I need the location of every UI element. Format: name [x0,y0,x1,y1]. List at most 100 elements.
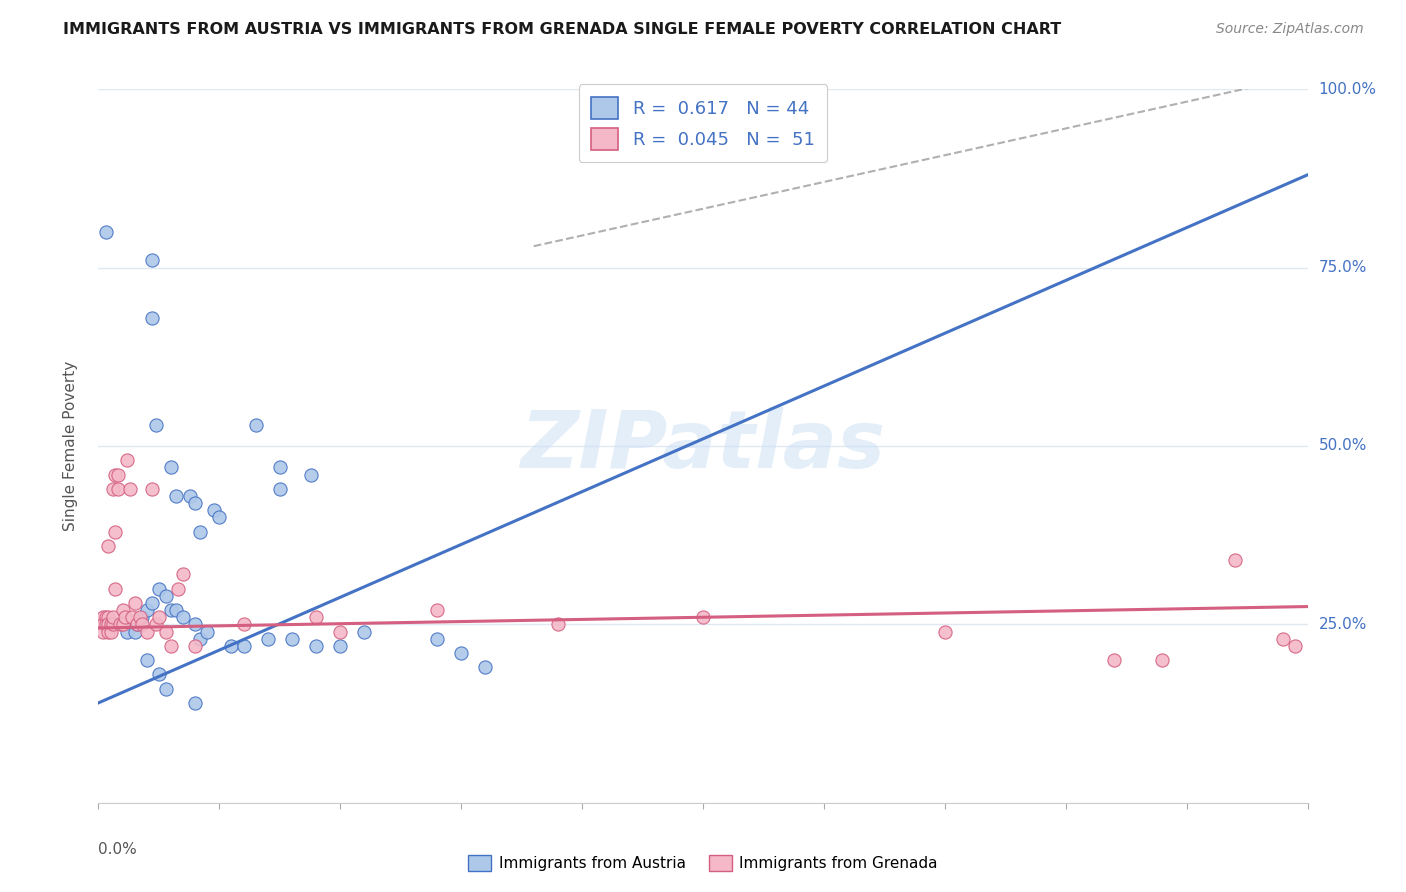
Point [107,482,129,496]
Legend: Immigrants from Austria, Immigrants from Grenada: Immigrants from Austria, Immigrants from… [463,849,943,877]
Point [111,617,134,632]
Point [91,610,114,624]
Point [145,417,167,432]
Legend: R =  0.617   N = 44, R =  0.045   N =  51: R = 0.617 N = 44, R = 0.045 N = 51 [579,84,827,162]
Point [232,639,254,653]
Point [104,582,127,596]
Point [165,603,187,617]
Point [232,617,254,632]
Point [305,639,328,653]
Point [329,624,352,639]
Point [204,503,226,517]
Point [148,610,170,624]
Point [184,696,207,710]
Y-axis label: Single Female Poverty: Single Female Poverty [63,361,77,531]
Point [305,610,328,624]
Point [167,582,190,596]
Point [135,624,157,639]
Point [94,610,117,624]
Point [299,467,322,482]
Point [127,617,149,632]
Point [101,610,124,624]
Point [426,632,449,646]
Point [141,596,163,610]
Point [104,524,127,539]
Point [104,467,127,482]
Point [118,482,141,496]
Point [97,539,120,553]
Text: ZIPatlas: ZIPatlas [520,407,886,485]
Point [148,667,170,681]
Point [94,617,117,632]
Text: Source: ZipAtlas.com: Source: ZipAtlas.com [1216,22,1364,37]
Point [91,617,114,632]
Point [97,624,120,639]
Point [208,510,231,524]
Point [184,617,207,632]
Point [269,482,291,496]
Point [101,482,124,496]
Point [934,624,956,639]
Point [141,253,163,268]
Point [124,624,146,639]
Point [1223,553,1246,567]
Point [114,610,136,624]
Point [155,624,177,639]
Point [269,460,291,475]
Point [117,624,139,639]
Point [329,639,352,653]
Point [127,617,149,632]
Point [111,603,134,617]
Point [188,632,211,646]
Point [172,610,194,624]
Point [135,653,157,667]
Point [155,681,177,696]
Text: 0.0%: 0.0% [98,842,138,857]
Point [1272,632,1295,646]
Point [1152,653,1174,667]
Point [426,603,449,617]
Text: 25.0%: 25.0% [1319,617,1367,632]
Point [165,489,187,503]
Point [124,596,146,610]
Point [195,624,218,639]
Point [100,624,122,639]
Point [221,639,243,653]
Text: IMMIGRANTS FROM AUSTRIA VS IMMIGRANTS FROM GRENADA SINGLE FEMALE POVERTY CORRELA: IMMIGRANTS FROM AUSTRIA VS IMMIGRANTS FR… [63,22,1062,37]
Point [160,603,183,617]
Point [353,624,375,639]
Point [172,567,194,582]
Point [91,624,114,639]
Point [256,632,278,646]
Point [184,639,207,653]
Point [107,467,129,482]
Point [1102,653,1125,667]
Point [281,632,304,646]
Text: 50.0%: 50.0% [1319,439,1367,453]
Point [450,646,472,660]
Point [131,617,153,632]
Point [184,496,207,510]
Point [100,617,122,632]
Point [474,660,496,674]
Point [94,225,117,239]
Point [160,639,183,653]
Point [101,617,124,632]
Point [131,610,153,624]
Point [188,524,211,539]
Point [1284,639,1306,653]
Point [135,603,157,617]
Point [692,610,714,624]
Point [160,460,183,475]
Point [155,589,177,603]
Point [179,489,201,503]
Point [145,617,167,632]
Point [97,610,120,624]
Point [108,617,131,632]
Point [141,482,163,496]
Text: 75.0%: 75.0% [1319,260,1367,275]
Point [121,610,143,624]
Point [141,310,163,325]
Point [245,417,267,432]
Point [117,453,139,467]
